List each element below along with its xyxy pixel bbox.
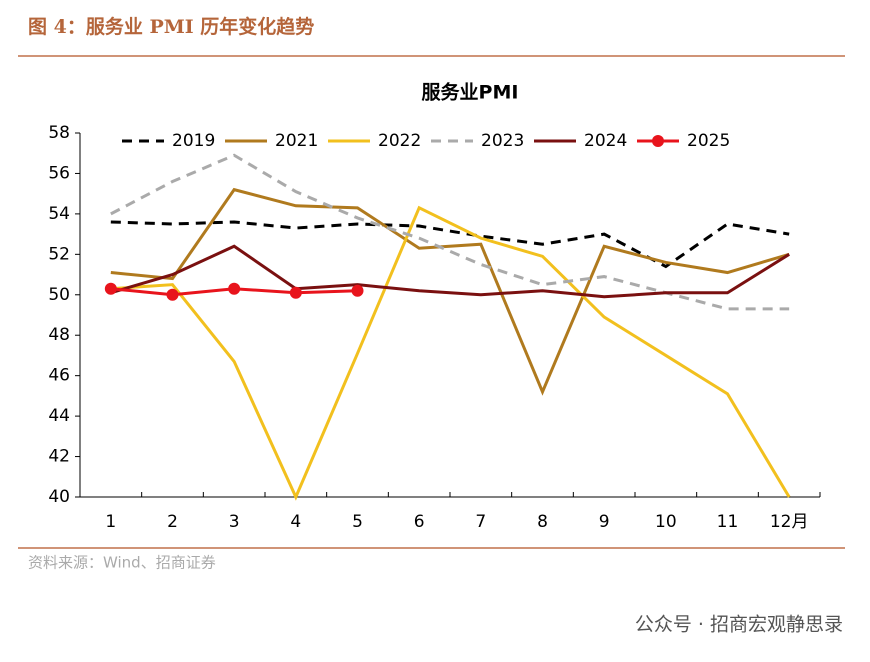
series-marker [351,284,364,297]
x-tick-label: 5 [352,512,363,532]
series-marker [166,288,179,301]
x-tick-label: 1 [105,512,116,532]
chart-title: 服务业PMI [422,81,519,104]
y-tick-label: 46 [48,366,70,386]
legend-label: 2022 [378,131,421,151]
series-line [110,153,790,311]
legend-label: 2019 [172,131,215,151]
x-tick-label: 9 [599,512,610,532]
series-marker [104,282,117,295]
series-line [110,244,790,299]
y-tick-label: 44 [48,406,70,426]
series-line [110,205,791,501]
x-tick-label: 8 [537,512,548,532]
watermark: 公众号 · 招商宏观静思录 [635,614,843,636]
y-tick-label: 42 [48,447,70,467]
x-tick-label: 7 [475,512,486,532]
y-tick-label: 56 [48,163,70,183]
y-tick-label: 40 [48,487,70,507]
legend-label: 2024 [584,131,627,151]
series-line [110,187,790,396]
series-line [110,220,790,269]
y-tick-label: 52 [48,244,70,264]
series-marker [289,286,302,299]
x-tick-label: 11 [717,512,739,532]
x-tick-label: 2 [167,512,178,532]
y-tick-label: 48 [48,325,70,345]
y-tick-label: 54 [48,204,70,224]
y-tick-label: 58 [48,123,70,143]
x-tick-label: 3 [229,512,240,532]
legend-label: 2021 [275,131,318,151]
y-tick-label: 50 [48,285,70,305]
legend-marker [652,135,664,147]
source: 资料来源：Wind、招商证券 [28,554,216,572]
legend-label: 2023 [481,131,524,151]
x-tick-label: 12月 [770,512,809,532]
x-tick-label: 4 [290,512,301,532]
x-tick-label: 6 [414,512,425,532]
series-marker [228,282,241,295]
x-tick-label: 10 [655,512,677,532]
figure-title: 图 4：服务业 PMI 历年变化趋势 [28,15,314,38]
legend-label: 2025 [687,131,730,151]
